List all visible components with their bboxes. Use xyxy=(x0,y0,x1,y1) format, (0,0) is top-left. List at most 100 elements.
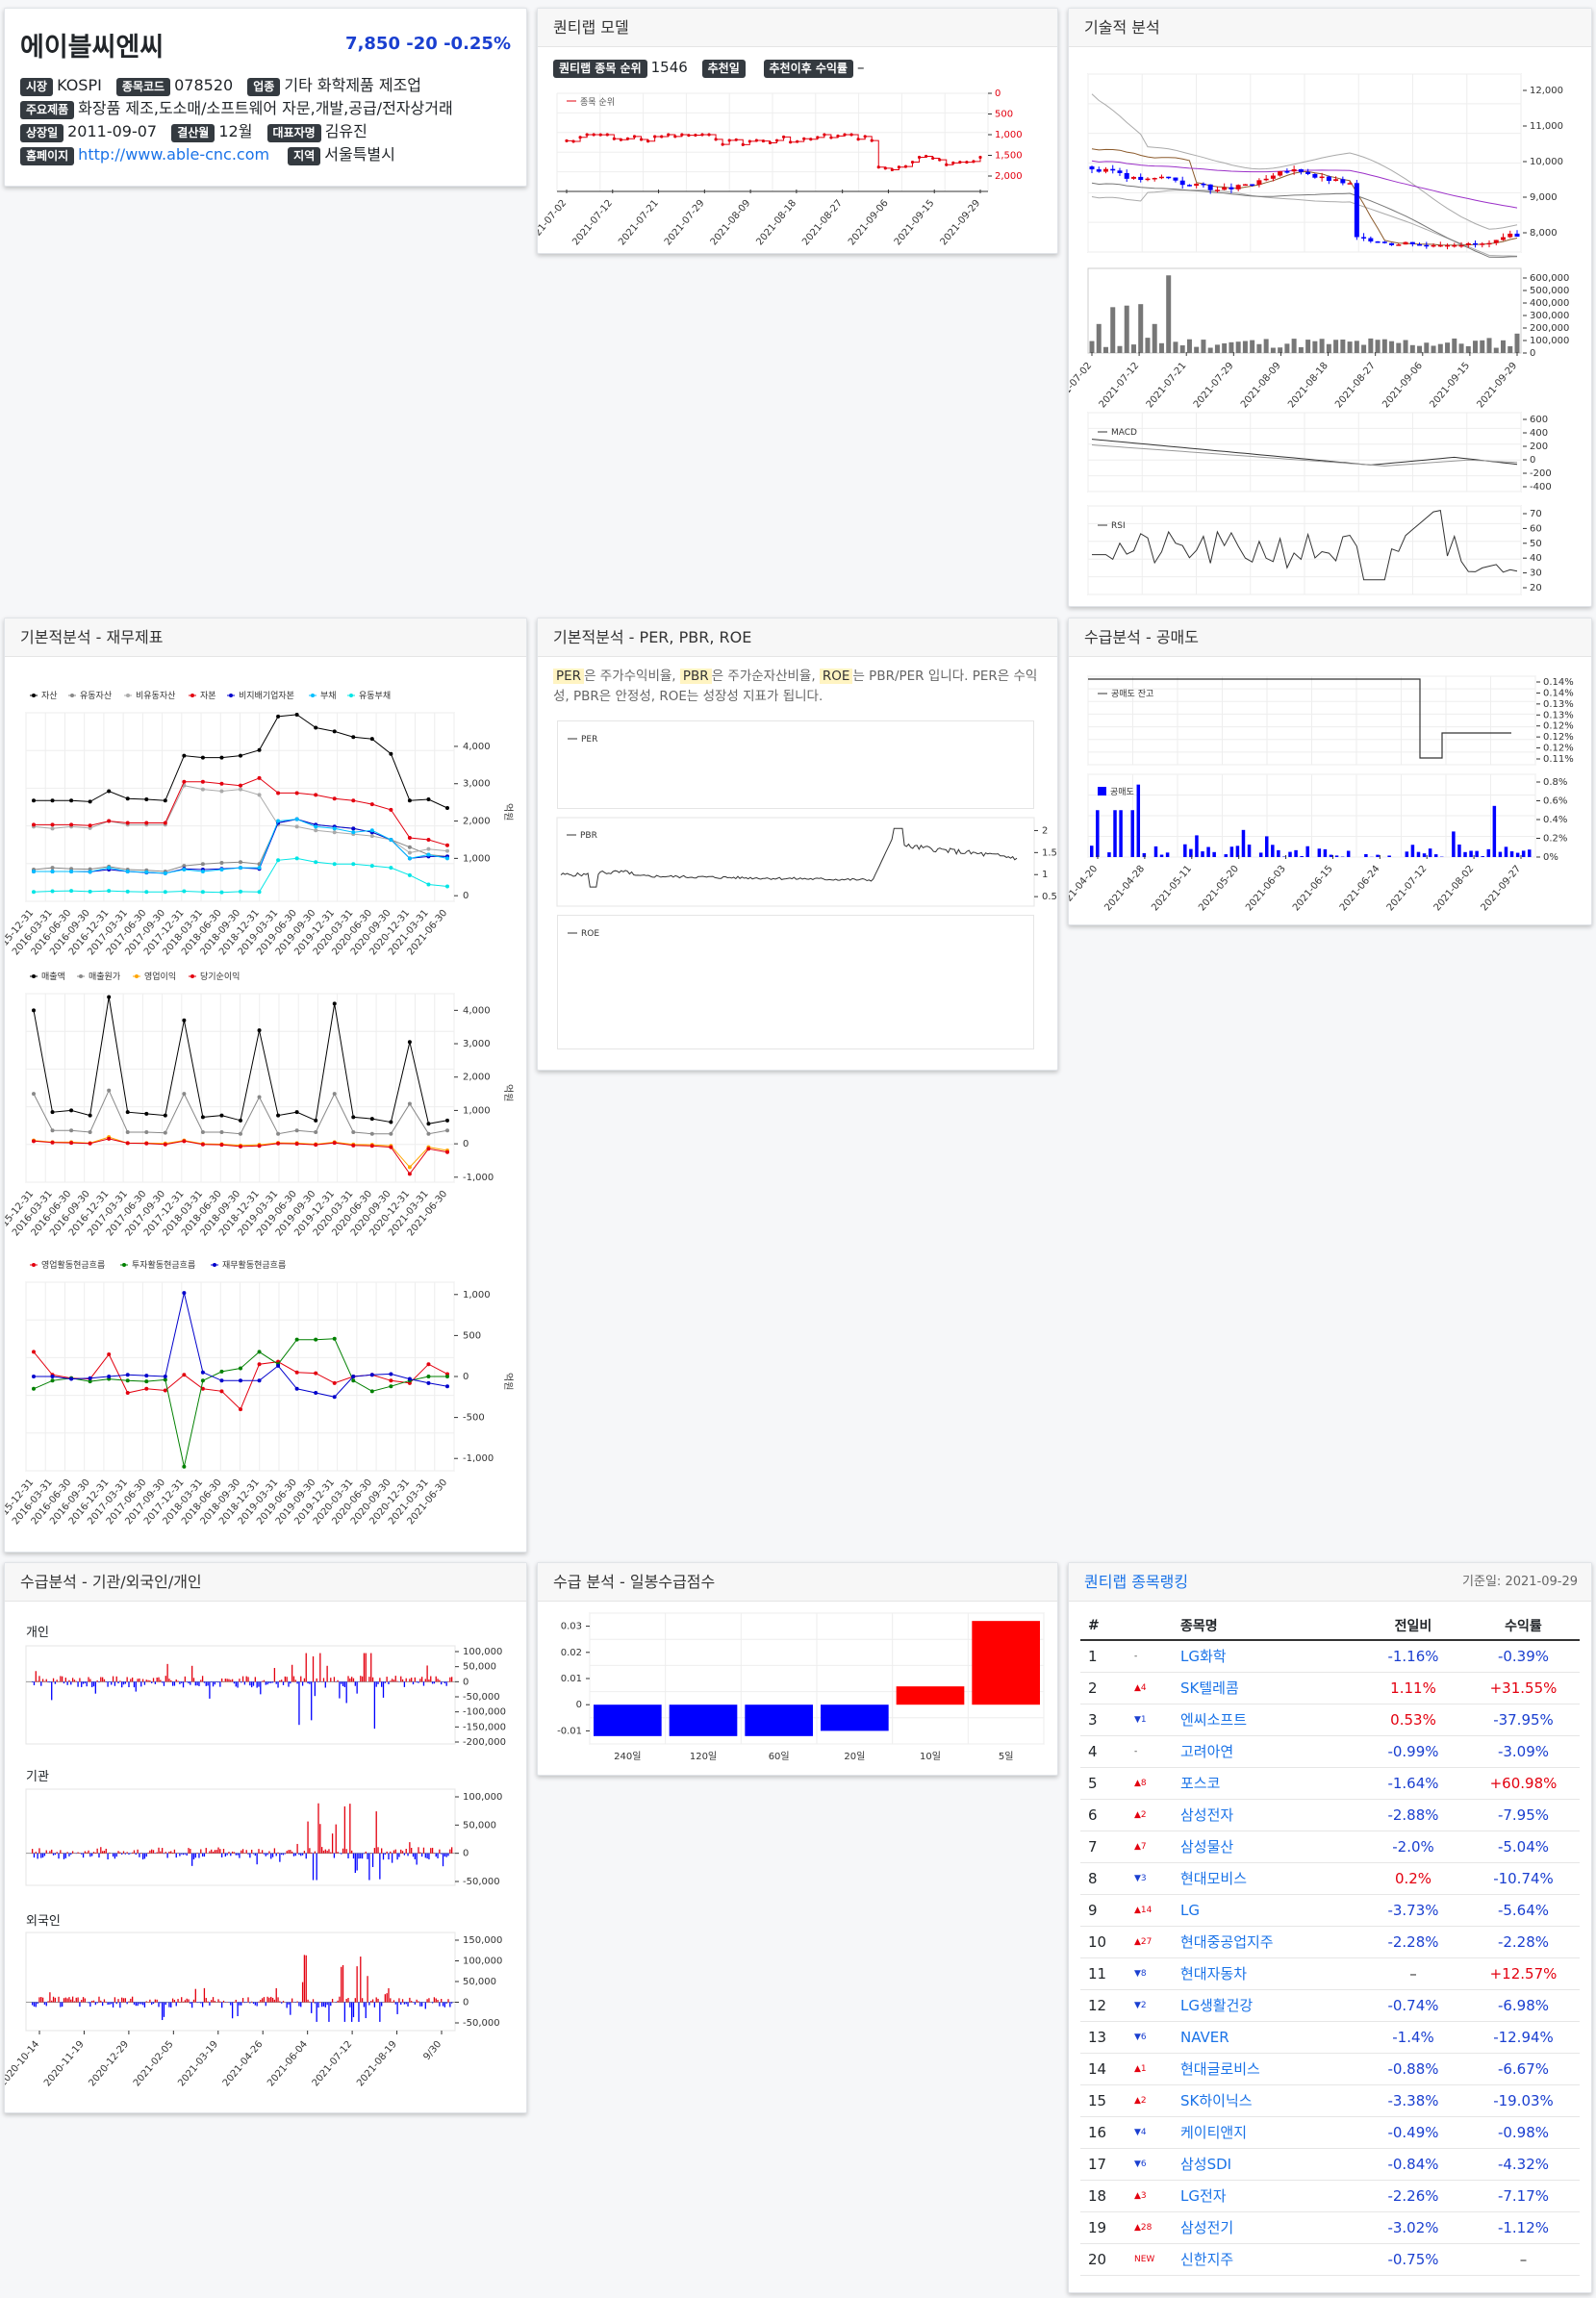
volume-bar xyxy=(1417,345,1423,353)
stock-name-link[interactable]: 삼성SDI xyxy=(1173,2148,1359,2181)
series-point xyxy=(314,725,318,730)
flow-bar xyxy=(91,1853,93,1856)
stock-name-link[interactable]: 현대모비스 xyxy=(1173,1862,1359,1895)
tech-card: 기술적 분석 12,000 11,000 10,000 9,000 8,000 600,… xyxy=(1068,8,1592,607)
homepage-link[interactable]: http://www.able-cnc.com xyxy=(78,145,270,164)
stock-name-link[interactable]: LG xyxy=(1173,1894,1359,1927)
score-bar xyxy=(745,1705,813,1736)
candle-body xyxy=(1158,176,1164,179)
stock-name-link[interactable]: 현대중공업지주 xyxy=(1173,1926,1359,1958)
stock-name-link[interactable]: LG전자 xyxy=(1173,2180,1359,2212)
ranking-row[interactable]: 8 ▼3 현대모비스 0.2% -10.74% xyxy=(1080,1862,1580,1895)
flow-bar xyxy=(100,1677,102,1682)
volume-bar xyxy=(1445,342,1451,353)
ranking-row[interactable]: 15 ▲2 SK하이닉스 -3.38% -19.03% xyxy=(1080,2084,1580,2117)
stock-name-link[interactable]: SK하이닉스 xyxy=(1173,2084,1359,2117)
volume-bar xyxy=(1235,341,1241,353)
stock-name-link[interactable]: 삼성물산 xyxy=(1173,1831,1359,1863)
stock-name-link[interactable]: NAVER xyxy=(1173,2021,1359,2054)
flow-bar xyxy=(145,1853,147,1857)
flow-bar xyxy=(101,2002,104,2007)
day-change: -1.64% xyxy=(1359,1767,1467,1800)
series-point xyxy=(163,821,167,825)
flow-bar xyxy=(447,1999,449,2003)
flow-bar xyxy=(198,2002,200,2004)
flow-bar xyxy=(422,1847,425,1854)
series-point xyxy=(32,869,36,873)
flow-bar xyxy=(175,1853,177,1858)
flow-bar xyxy=(40,1853,42,1858)
y-tick-label: 0.12% xyxy=(1543,721,1574,732)
stock-name-link[interactable]: 삼성전기 xyxy=(1173,2211,1359,2244)
ranking-row[interactable]: 12 ▼2 LG생활건강 -0.74% -6.98% xyxy=(1080,1989,1580,2022)
industry-value: 기타 화학제품 제조업 xyxy=(284,76,422,94)
series-point xyxy=(389,1120,393,1124)
flow-bar xyxy=(309,2001,311,2003)
stock-name-link[interactable]: SK텔레콤 xyxy=(1173,1672,1359,1705)
x-tick-label: 2021-05-20 xyxy=(1197,864,1241,914)
stock-name-link[interactable]: 포스코 xyxy=(1173,1767,1359,1800)
y-tick-label: 0.11% xyxy=(1543,754,1574,765)
series-point xyxy=(69,1108,74,1113)
ranking-row[interactable]: 14 ▲1 현대글로비스 -0.88% -6.67% xyxy=(1080,2053,1580,2085)
rank-point xyxy=(619,138,622,141)
flow-bar xyxy=(311,2002,313,2013)
x-tick-label: 2021-08-27 xyxy=(1333,361,1378,408)
series-point xyxy=(239,753,242,758)
stock-name-link[interactable]: 현대글로비스 xyxy=(1173,2053,1359,2085)
stock-name-link[interactable]: 현대자동차 xyxy=(1173,1957,1359,1990)
stock-name-link[interactable]: 신한지주 xyxy=(1173,2243,1359,2276)
y-tick-label: 300,000 xyxy=(1530,311,1569,321)
flow-bar xyxy=(393,1850,395,1854)
short-volume-bar xyxy=(1119,810,1123,857)
ranking-row[interactable]: 10 ▲27 현대중공업지주 -2.28% -2.28% xyxy=(1080,1926,1580,1958)
flow-bar xyxy=(145,2001,147,2003)
ranking-row[interactable]: 11 ▼8 현대자동차 – +12.57% xyxy=(1080,1957,1580,1990)
flow-bar xyxy=(290,1850,291,1854)
series-point xyxy=(276,1131,281,1136)
flow-bar xyxy=(137,2002,139,2007)
volume-bar xyxy=(1242,341,1248,353)
ranking-row[interactable]: 4- 고려아연 -0.99% -3.09% xyxy=(1080,1735,1580,1768)
series-point xyxy=(182,1291,187,1296)
flow-bar xyxy=(235,1853,237,1856)
stock-name-link[interactable]: 고려아연 xyxy=(1173,1735,1359,1768)
stock-name-link[interactable]: 삼성전자 xyxy=(1173,1799,1359,1831)
ranking-row[interactable]: 17 ▼6 삼성SDI -0.84% -4.32% xyxy=(1080,2148,1580,2181)
series-point xyxy=(219,868,224,872)
ranking-row[interactable]: 6 ▲2 삼성전자 -2.88% -7.95% xyxy=(1080,1799,1580,1831)
flow-bar xyxy=(260,1852,262,1854)
flow-bar xyxy=(258,1681,260,1687)
ranking-row[interactable]: 5 ▲8 포스코 -1.64% +60.98% xyxy=(1080,1767,1580,1800)
flow-bar xyxy=(49,1851,51,1854)
flow-bar xyxy=(361,1676,364,1682)
ranking-row[interactable]: 7 ▲7 삼성물산 -2.0% -5.04% xyxy=(1080,1831,1580,1863)
candle-body xyxy=(1173,177,1178,181)
stock-name-link[interactable]: LG화학 xyxy=(1173,1640,1359,1673)
series-point xyxy=(314,793,318,797)
ranking-row[interactable]: 16 ▼4 케이티앤지 -0.49% -0.98% xyxy=(1080,2116,1580,2149)
flow-bar xyxy=(271,1681,274,1683)
flow-bar xyxy=(394,1676,396,1682)
stock-name-link[interactable]: 엔씨소프트 xyxy=(1173,1704,1359,1736)
flow-bar xyxy=(37,1853,38,1859)
ranking-row[interactable]: 2 ▲4 SK텔레콤 1.11% +31.55% xyxy=(1080,1672,1580,1705)
flow-bar xyxy=(201,2002,204,2008)
series-point xyxy=(88,1129,92,1134)
flow-bar xyxy=(66,1852,68,1854)
ranking-row[interactable]: 19 ▲28 삼성전기 -3.02% -1.12% xyxy=(1080,2211,1580,2244)
stock-name-link[interactable]: LG생활건강 xyxy=(1173,1989,1359,2022)
ranking-row[interactable]: 18 ▲3 LG전자 -2.26% -7.17% xyxy=(1080,2180,1580,2212)
flow-bar xyxy=(211,1849,213,1854)
ranking-row[interactable]: 13 ▼6 NAVER -1.4% -12.94% xyxy=(1080,2021,1580,2054)
ranking-row[interactable]: 3 ▼1 엔씨소프트 0.53% -37.95% xyxy=(1080,1704,1580,1736)
flow-bar xyxy=(435,1676,437,1682)
x-tick-label: 9/30 xyxy=(421,2039,443,2062)
flow-bar xyxy=(158,1847,160,1854)
ranking-row[interactable]: 20 NEW 신한지주 -0.75% – xyxy=(1080,2243,1580,2276)
stock-name-link[interactable]: 케이티앤지 xyxy=(1173,2116,1359,2149)
ranking-row[interactable]: 9 ▲14 LG -3.73% -5.64% xyxy=(1080,1894,1580,1927)
ranking-row[interactable]: 1- LG화학 -1.16% -0.39% xyxy=(1080,1640,1580,1673)
flow-bar xyxy=(70,1853,72,1855)
series-point xyxy=(369,802,374,807)
